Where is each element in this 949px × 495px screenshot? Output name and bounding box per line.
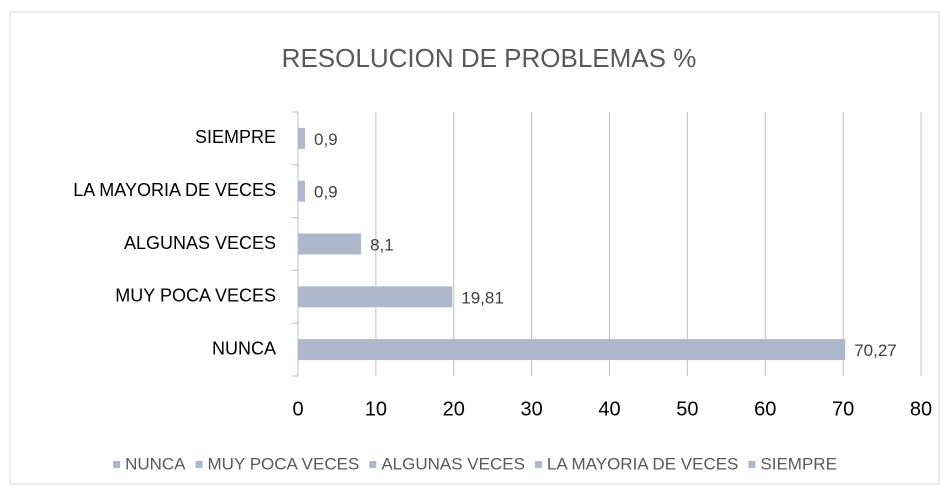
x-tick-label: 70 — [832, 398, 854, 420]
chart-title: RESOLUCION DE PROBLEMAS % — [282, 43, 697, 73]
y-tick-label: LA MAYORIA DE VECES — [73, 180, 276, 200]
value-label: 19,81 — [461, 288, 504, 307]
x-tick-label: 0 — [292, 398, 303, 420]
legend-label: MUY POCA VECES — [208, 454, 360, 473]
value-label: 0,9 — [314, 183, 338, 202]
y-tick-label: MUY POCA VECES — [115, 286, 276, 306]
x-tick-label: 80 — [910, 398, 932, 420]
x-tick-label: 50 — [676, 398, 698, 420]
legend-label: LA MAYORIA DE VECES — [547, 454, 738, 473]
x-tick-label: 20 — [443, 398, 465, 420]
chart-frame — [9, 11, 940, 485]
bar — [298, 233, 362, 255]
bar — [298, 339, 846, 361]
legend-swatch — [113, 461, 121, 468]
bar — [298, 127, 306, 149]
value-label: 0,9 — [314, 130, 338, 149]
legend-label: ALGUNAS VECES — [381, 454, 525, 473]
legend-swatch — [369, 461, 377, 468]
legend-label: NUNCA — [125, 454, 186, 473]
bar — [298, 286, 453, 308]
x-tick-label: 10 — [365, 398, 387, 420]
y-tick-label: SIEMPRE — [195, 127, 276, 147]
legend-label: SIEMPRE — [760, 454, 837, 473]
value-label: 8,1 — [370, 235, 394, 254]
x-tick-label: 30 — [521, 398, 543, 420]
y-tick-label: ALGUNAS VECES — [124, 233, 276, 253]
legend-swatch — [195, 461, 203, 468]
bar — [298, 180, 306, 202]
x-tick-label: 60 — [754, 398, 776, 420]
legend-swatch — [534, 461, 542, 468]
x-tick-label: 40 — [598, 398, 620, 420]
value-label: 70,27 — [854, 341, 897, 360]
legend-swatch — [748, 461, 756, 468]
y-tick-label: NUNCA — [212, 338, 276, 358]
